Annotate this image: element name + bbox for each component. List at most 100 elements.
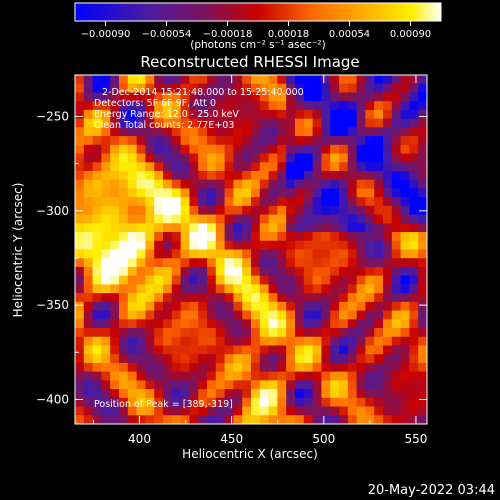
heatmap-cell — [409, 301, 419, 312]
heatmap-cell — [119, 345, 129, 355]
heatmap-cell — [277, 397, 287, 408]
heatmap-cell — [312, 319, 322, 329]
heatmap-cell — [400, 170, 410, 181]
heatmap-cell — [295, 415, 305, 424]
heatmap-cell — [110, 415, 120, 424]
heatmap-cell — [330, 415, 340, 424]
heatmap-cell — [277, 389, 287, 399]
heatmap-cell — [321, 328, 331, 338]
heatmap-cell — [83, 258, 94, 268]
heatmap-cell — [215, 170, 226, 181]
heatmap-cell — [374, 284, 384, 294]
y-tick-label: −350 — [36, 298, 69, 312]
heatmap-cell — [136, 415, 146, 424]
heatmap-cell — [224, 371, 234, 381]
heatmap-cell — [303, 75, 314, 85]
heatmap-cell — [277, 188, 287, 198]
heatmap-cell — [83, 92, 94, 102]
heatmap-cell — [312, 127, 322, 137]
heatmap-cell — [383, 397, 393, 408]
heatmap-cell — [198, 336, 208, 347]
heatmap-cell — [198, 345, 208, 355]
heatmap-cell — [400, 83, 410, 94]
heatmap-cell — [189, 170, 199, 181]
x-tick-label: 500 — [312, 432, 335, 446]
heatmap-cell — [154, 101, 164, 111]
heatmap-cell — [268, 214, 278, 224]
heatmap-cell — [189, 275, 199, 285]
heatmap-cell — [163, 197, 173, 207]
heatmap-cell — [198, 406, 208, 416]
heatmap-cell — [171, 336, 182, 347]
heatmap-cell — [339, 301, 349, 312]
heatmap-cell — [418, 232, 427, 242]
heatmap-cell — [171, 118, 182, 128]
heatmap-cell — [145, 92, 155, 102]
heatmap-cell — [374, 336, 384, 347]
heatmap-cell — [207, 127, 217, 137]
heatmap-cell — [224, 162, 234, 172]
heatmap-cell — [418, 380, 427, 390]
heatmap-cell — [242, 266, 252, 277]
heatmap-cell — [339, 83, 349, 94]
heatmap-cell — [259, 232, 270, 242]
heatmap-cell — [409, 109, 419, 120]
heatmap-cell — [268, 266, 278, 277]
heatmap-cell — [136, 293, 146, 303]
heatmap-cell — [189, 75, 199, 85]
heatmap-cell — [127, 354, 138, 364]
heatmap-cell — [198, 258, 208, 268]
heatmap-cell — [75, 319, 85, 329]
heatmap-cell — [119, 162, 129, 172]
heatmap-cell — [180, 328, 190, 338]
heatmap-cell — [101, 319, 111, 329]
heatmap-cell — [383, 162, 393, 172]
heatmap-cell — [154, 92, 164, 102]
heatmap-cell — [268, 301, 278, 312]
heatmap-cell — [224, 336, 234, 347]
heatmap-cell — [198, 127, 208, 137]
heatmap-cell — [330, 75, 340, 85]
heatmap-cell — [356, 397, 366, 408]
heatmap-cell — [321, 118, 331, 128]
heatmap-cell — [330, 319, 340, 329]
heatmap-cell — [198, 301, 208, 312]
heatmap-cell — [101, 406, 111, 416]
heatmap-cell — [409, 101, 419, 111]
heatmap-cell — [303, 144, 314, 155]
heatmap-cell — [356, 284, 366, 294]
heatmap-cell — [242, 170, 252, 181]
heatmap-cell — [312, 179, 322, 190]
heatmap-cell — [321, 406, 331, 416]
heatmap-cell — [400, 162, 410, 172]
heatmap-cell — [127, 153, 138, 163]
heatmap-cell — [198, 144, 208, 155]
heatmap-cell — [365, 275, 375, 285]
heatmap-cell — [365, 266, 375, 277]
heatmap-cell — [312, 389, 322, 399]
heatmap-cell — [127, 275, 138, 285]
heatmap-cell — [339, 118, 349, 128]
heatmap-cell — [242, 75, 252, 85]
heatmap-cell — [339, 197, 349, 207]
heatmap-cell — [312, 170, 322, 181]
heatmap-cell — [127, 205, 138, 216]
heatmap-cell — [295, 179, 305, 190]
heatmap-cell — [171, 275, 182, 285]
heatmap-cell — [356, 310, 366, 320]
heatmap-cell — [303, 275, 314, 285]
heatmap-cell — [400, 371, 410, 381]
heatmap-cell — [339, 214, 349, 224]
heatmap-cell — [418, 284, 427, 294]
heatmap-cell — [347, 240, 358, 251]
heatmap-cell — [75, 415, 85, 424]
heatmap-cell — [277, 109, 287, 120]
heatmap-cell — [207, 336, 217, 347]
heatmap-cell — [119, 266, 129, 277]
heatmap-cell — [233, 275, 243, 285]
heatmap-cell — [101, 214, 111, 224]
heatmap-cell — [277, 328, 287, 338]
heatmap-cell — [409, 232, 419, 242]
heatmap-cell — [127, 266, 138, 277]
heatmap-cell — [391, 144, 402, 155]
